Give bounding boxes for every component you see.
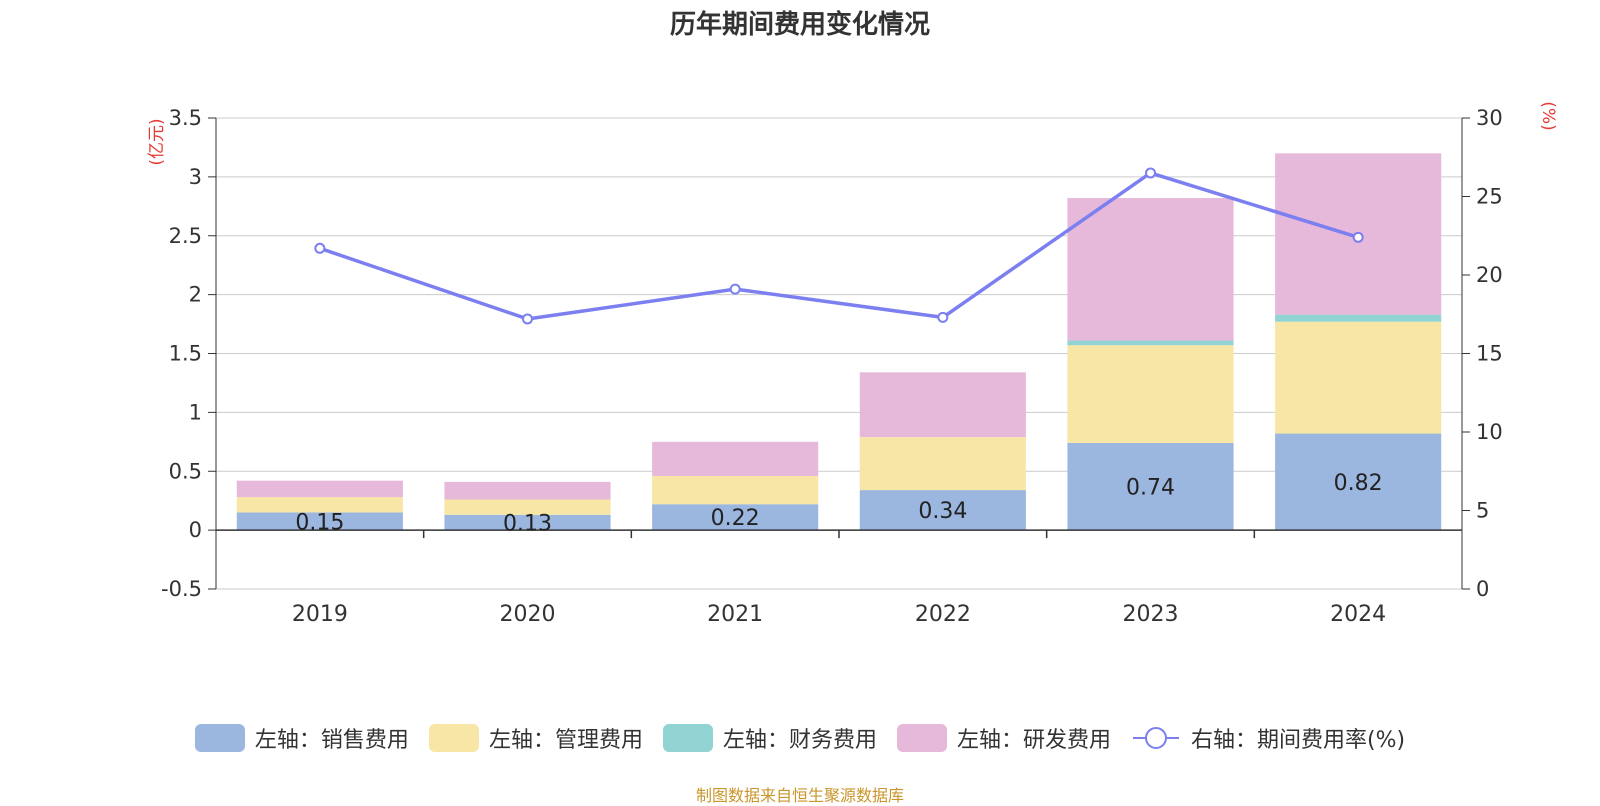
- y-right-tick-label: 5: [1476, 499, 1489, 523]
- bar-1-2019: [236, 512, 403, 531]
- y-right-tick-label: 15: [1476, 342, 1503, 366]
- bar-4-2019: [236, 480, 403, 498]
- y-left-axis-label: (亿元): [147, 118, 167, 165]
- bar-2-2020: [444, 499, 611, 515]
- x-tick-label-2023: 2023: [1123, 602, 1179, 627]
- bar-3-2023: [1067, 340, 1234, 346]
- rate-point-2019: [314, 242, 326, 254]
- legend-swatch-rnd: [896, 724, 947, 752]
- y-right-axis-label: (%): [1538, 101, 1558, 130]
- x-tick-label-2024: 2024: [1330, 602, 1386, 627]
- bar-1-2020: [444, 514, 611, 531]
- rate-point-2020: [522, 313, 533, 325]
- y-right-tick-label: 10: [1476, 420, 1503, 444]
- data-label-sales-2023: 0.74: [1126, 476, 1175, 501]
- bar-1-2023: [1067, 442, 1234, 531]
- legend-item-sales[interactable]: 左轴：销售费用: [194, 722, 409, 754]
- bar-1-2024: [1275, 433, 1442, 531]
- bar-3-2024: [1275, 314, 1442, 322]
- bar-2-2024: [1275, 321, 1442, 434]
- legend-item-finance[interactable]: 左轴：财务费用: [662, 722, 877, 754]
- chart-title: 历年期间费用变化情况: [669, 10, 930, 40]
- legend-label-sales: 左轴：销售费用: [254, 728, 409, 753]
- rate-point-2022: [937, 311, 949, 323]
- chart-legend: 左轴：销售费用 左轴：管理费用 左轴：财务费用 左轴：研发费用 右轴：期间费用率…: [0, 720, 1600, 756]
- rate-point-2023: [1145, 167, 1156, 179]
- data-label-sales-2024: 0.82: [1334, 471, 1383, 496]
- legend-item-rnd[interactable]: 左轴：研发费用: [896, 722, 1111, 754]
- data-label-sales-2022: 0.34: [918, 499, 967, 524]
- bar-1-2021: [652, 504, 819, 531]
- rate-point-2021: [729, 283, 741, 295]
- bar-4-2023: [1067, 198, 1234, 341]
- y-left-tick-label: -0.5: [161, 577, 202, 601]
- legend-swatch-admin: [428, 724, 479, 752]
- x-tick-label-2021: 2021: [707, 602, 763, 627]
- legend-label-rate: 右轴：期间费用率(%): [1190, 728, 1406, 753]
- y-right-tick-label: 25: [1476, 185, 1503, 209]
- source-note: 制图数据来自恒生聚源数据库: [695, 786, 904, 805]
- y-left-tick-label: 3: [189, 165, 202, 189]
- bar-4-2022: [859, 372, 1026, 438]
- rate-line: [319, 171, 1359, 321]
- legend-swatch-sales: [194, 724, 245, 752]
- y-left-tick-label: 0: [189, 518, 202, 542]
- y-left-tick-label: 2.5: [169, 224, 202, 248]
- bar-4-2020: [444, 481, 611, 500]
- bar-2-2022: [859, 437, 1026, 491]
- legend-label-finance: 左轴：财务费用: [722, 728, 877, 753]
- legend-line-marker-icon: [1132, 727, 1179, 749]
- data-label-sales-2020: 0.13: [503, 511, 552, 536]
- legend-label-admin: 左轴：管理费用: [488, 728, 643, 753]
- x-tick-label-2022: 2022: [915, 602, 971, 627]
- rate-point-2024: [1352, 231, 1364, 243]
- bar-2-2021: [652, 475, 819, 505]
- bar-2-2019: [236, 497, 403, 513]
- y-left-tick-label: 0.5: [169, 459, 202, 483]
- legend-item-admin[interactable]: 左轴：管理费用: [428, 722, 643, 754]
- y-right-tick-label: 30: [1476, 106, 1503, 130]
- y-left-tick-label: 1: [189, 400, 202, 424]
- y-left-tick-label: 3.5: [169, 106, 202, 130]
- data-label-sales-2021: 0.22: [711, 506, 760, 531]
- data-label-sales-2019: 0.15: [295, 510, 344, 535]
- y-left-tick-label: 2: [189, 283, 202, 307]
- bar-2-2023: [1067, 345, 1234, 443]
- legend-label-rnd: 左轴：研发费用: [956, 728, 1111, 753]
- bar-4-2021: [652, 441, 819, 476]
- y-left-tick-label: 1.5: [169, 342, 202, 366]
- bar-1-2022: [859, 490, 1026, 531]
- x-tick-label-2019: 2019: [292, 602, 348, 627]
- y-right-tick-label: 0: [1476, 577, 1489, 601]
- legend-swatch-finance: [662, 724, 713, 752]
- x-tick-label-2020: 2020: [500, 602, 556, 627]
- legend-item-rate[interactable]: 右轴：期间费用率(%): [1131, 722, 1405, 754]
- y-right-tick-label: 20: [1476, 263, 1503, 287]
